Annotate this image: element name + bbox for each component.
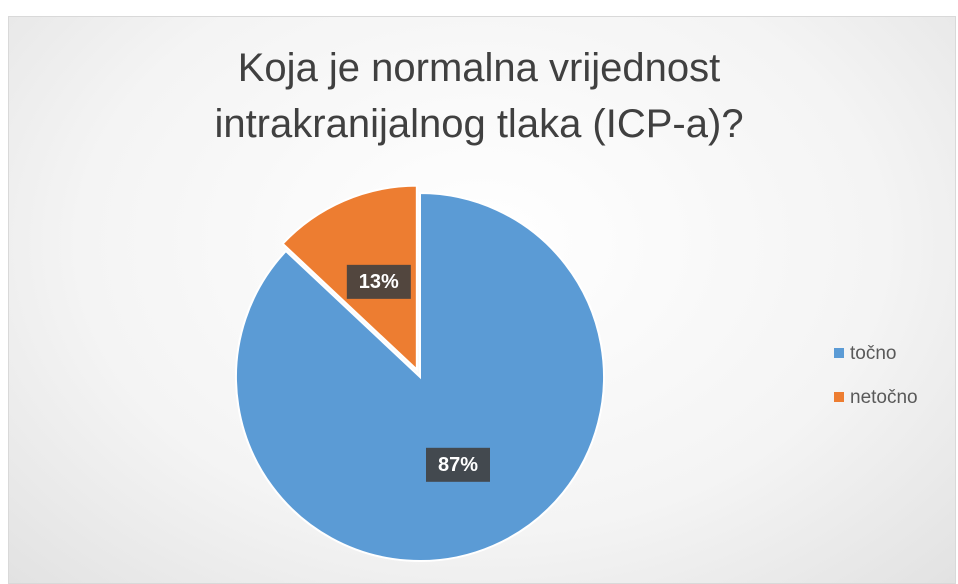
chart-title: Koja je normalna vrijednost intrakranija… [214,46,744,146]
data-label-box [425,447,490,482]
legend-label: točno [850,343,896,364]
data-label: 87% [425,447,490,482]
pie-slice [235,191,605,562]
data-label-text: 13% [359,271,399,293]
data-label: 13% [346,264,411,299]
data-label-box [346,264,411,299]
legend-label: netočno [850,387,918,408]
legend-swatch [834,392,844,402]
data-label-text: 87% [438,454,478,476]
legend-swatch [834,348,844,358]
